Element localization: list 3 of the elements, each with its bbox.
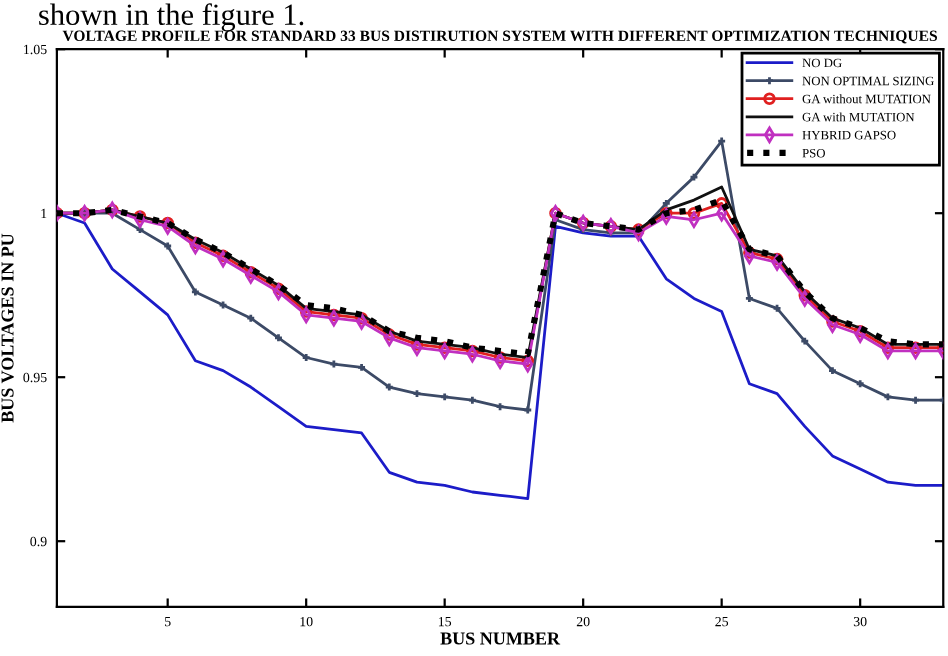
x-axis-title: BUS NUMBER: [440, 632, 561, 645]
y-axis-title: BUS VOLTAGES IN PU: [1, 233, 14, 423]
text: shown in the figure 1.: [39, 3, 304, 32]
